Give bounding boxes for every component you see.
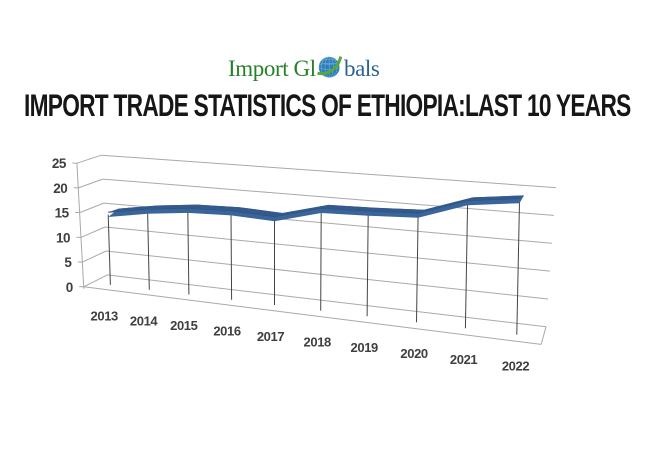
svg-text:15: 15: [55, 206, 70, 221]
svg-text:2014: 2014: [130, 313, 158, 328]
svg-text:2022: 2022: [502, 359, 529, 374]
svg-text:0: 0: [66, 280, 73, 295]
svg-text:2020: 2020: [400, 346, 427, 361]
svg-text:25: 25: [52, 156, 67, 171]
svg-text:2018: 2018: [304, 334, 331, 349]
svg-text:20: 20: [53, 181, 67, 196]
svg-text:2019: 2019: [351, 340, 378, 355]
svg-text:2017: 2017: [257, 329, 284, 344]
svg-text:5: 5: [64, 255, 72, 270]
svg-text:10: 10: [56, 230, 70, 245]
svg-text:2016: 2016: [213, 324, 240, 339]
svg-text:2015: 2015: [170, 318, 197, 333]
svg-text:2021: 2021: [450, 352, 477, 367]
svg-text:2013: 2013: [91, 309, 118, 324]
